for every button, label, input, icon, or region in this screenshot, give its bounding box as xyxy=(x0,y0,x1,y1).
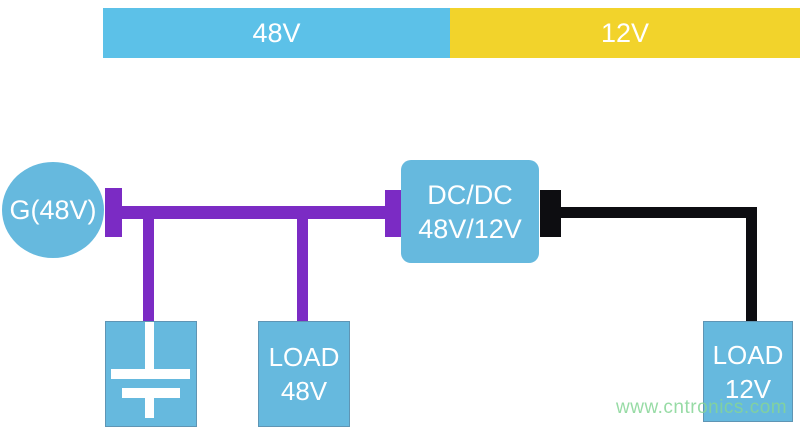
wire-12v-vertical xyxy=(746,207,757,322)
load-48v-node: LOAD 48V xyxy=(258,321,350,427)
wire-12v-horizontal xyxy=(556,207,757,218)
dcdc-label-line2: 48V/12V xyxy=(418,213,522,244)
capacitor-plate-bottom xyxy=(122,388,180,398)
load12-label-line1: LOAD xyxy=(712,339,784,370)
load48-label-line1: LOAD xyxy=(268,342,340,372)
dcdc-converter-node: DC/DC 48V/12V xyxy=(401,160,539,263)
generator-label: G(48V) xyxy=(9,194,97,225)
dcdc-input-terminal-tab xyxy=(385,190,402,237)
capacitor-icon xyxy=(145,322,154,371)
load-12v-node: LOAD 12V xyxy=(703,321,793,422)
domain-48v-label: 48V xyxy=(252,17,301,48)
load12-label-line2: 12V xyxy=(724,373,772,404)
domain-12v-segment: 12V xyxy=(450,8,800,58)
capacitor-stem-bottom xyxy=(145,396,154,418)
generator-node: G(48V) xyxy=(2,162,104,258)
capacitor-plate-top xyxy=(111,369,190,379)
bus-48v-drop-capacitor xyxy=(143,212,154,322)
bus-48v-horizontal xyxy=(118,206,390,219)
capacitor-node xyxy=(105,321,197,427)
bus-48v-drop-load48 xyxy=(297,212,308,322)
load48-label-line2: 48V xyxy=(280,376,328,406)
domain-12v-label: 12V xyxy=(600,17,650,48)
generator-terminal-tab xyxy=(105,188,122,237)
voltage-domain-bar: 48V 12V xyxy=(103,8,800,58)
dcdc-output-terminal-tab xyxy=(540,190,561,237)
site-watermark: www.cntronics.com xyxy=(616,397,788,418)
domain-48v-segment: 48V xyxy=(103,8,450,58)
dcdc-label-line1: DC/DC xyxy=(427,179,513,210)
